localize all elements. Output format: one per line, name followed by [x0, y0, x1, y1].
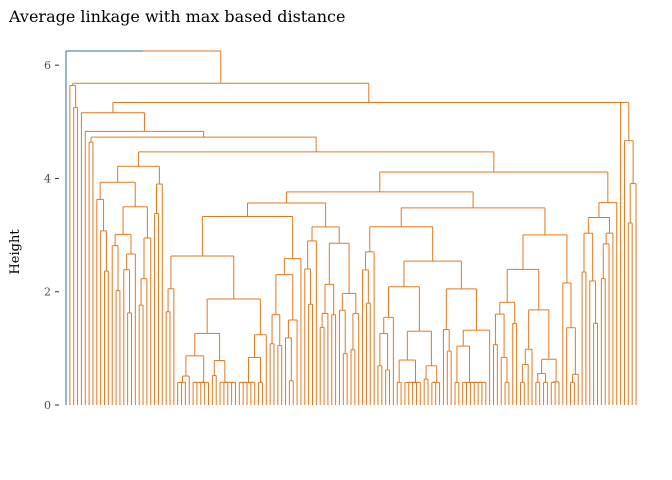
y-tick-label: 4 — [44, 172, 51, 185]
chart-title: Average linkage with max based distance — [8, 7, 345, 26]
y-tick-label: 2 — [44, 286, 51, 299]
y-tick-label: 0 — [44, 399, 51, 412]
dendrogram-tree — [65, 50, 637, 405]
y-axis: 0 2 4 6 — [44, 59, 59, 412]
y-axis-label: Height — [8, 229, 23, 275]
y-tick-label: 6 — [44, 59, 51, 72]
